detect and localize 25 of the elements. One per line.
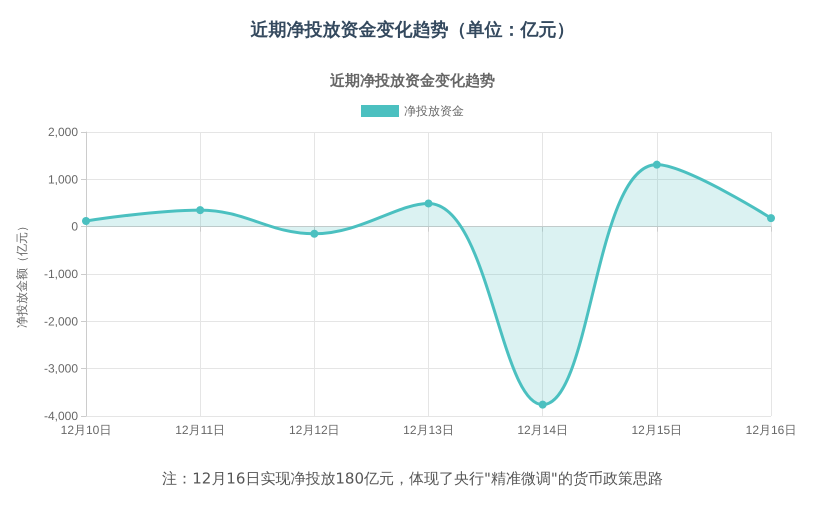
x-tick-label: 12月13日 <box>403 423 454 437</box>
point <box>310 230 318 238</box>
y-tick-label: -3,000 <box>44 362 78 376</box>
y-tick-label: -4,000 <box>44 409 78 423</box>
legend-label: 净投放资金 <box>404 104 464 118</box>
y-tick-label: 2,000 <box>48 125 78 139</box>
point <box>424 199 432 208</box>
text: 注：12月16日实现净投放180亿元，体现了央行"精准微调"的货币政策思路 <box>162 470 663 488</box>
x-tick-label: 12月16日 <box>746 423 796 437</box>
y-axis-title: 净投放金额（亿元） <box>15 220 29 328</box>
x-tick-label: 12月10日 <box>60 423 112 437</box>
x-tick-label: 12月15日 <box>631 423 682 437</box>
point <box>196 206 204 214</box>
x-tick-label: 12月14日 <box>517 423 568 437</box>
point <box>767 214 775 222</box>
point <box>652 160 661 169</box>
x-tick-label: 12月12日 <box>288 423 340 437</box>
y-tick-label: -2,000 <box>44 314 78 328</box>
y-tick-label: 0 <box>71 220 78 234</box>
chart-title: 近期净投放资金变化趋势（单位：亿元） <box>250 20 574 40</box>
x-tick-label: 12月11日 <box>175 423 226 437</box>
y-tick-label: -1,000 <box>44 267 78 281</box>
y-tick-label: 1,000 <box>48 172 78 186</box>
chart-subtitle: 近期净投放资金变化趋势 <box>329 72 495 90</box>
point <box>538 400 547 409</box>
